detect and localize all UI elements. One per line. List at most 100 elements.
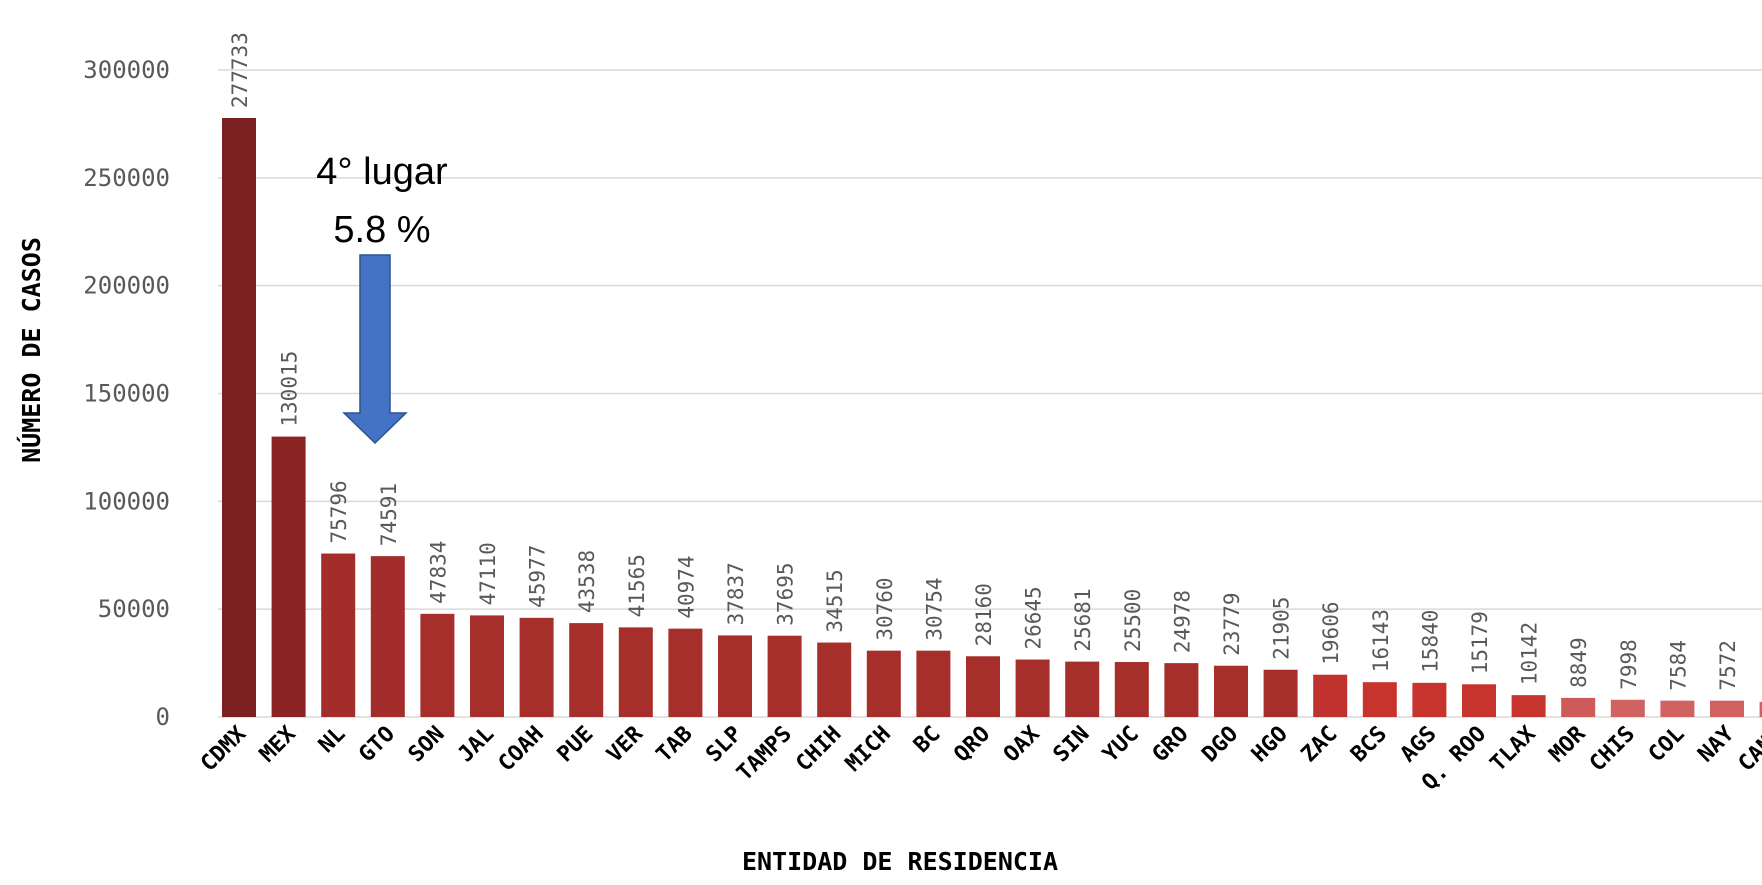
y-tick-label: 300000 — [83, 56, 170, 84]
x-tick-label: BCS — [1346, 722, 1392, 768]
data-label: 19606 — [1319, 601, 1343, 664]
data-labels: 277733 130015 75796 74591 47834 47110 45977 435… — [228, 32, 1740, 691]
x-tick-label: CAMP — [1734, 722, 1762, 777]
x-tick-label: MICH — [841, 722, 896, 777]
bar-bc — [916, 650, 951, 717]
data-label: 47834 — [426, 541, 450, 604]
data-label: 23779 — [1220, 592, 1244, 655]
annotation: 4° lugar 5.8 % — [316, 151, 448, 445]
bar-camp — [1759, 701, 1762, 717]
data-label: 47110 — [476, 542, 500, 605]
x-tick-label: BC — [909, 722, 945, 758]
bar-bcs — [1362, 682, 1397, 717]
x-tick-label: CHIS — [1585, 722, 1640, 777]
bar-col — [1660, 700, 1695, 717]
x-tick-label: DGO — [1197, 722, 1243, 768]
data-label: 45977 — [526, 545, 550, 608]
bar-zac — [1313, 674, 1348, 717]
y-tick-label: 0 — [156, 703, 170, 731]
x-tick-label: SON — [404, 722, 450, 768]
bar-yuc — [1114, 662, 1149, 717]
bars — [222, 118, 1762, 717]
bar-ags — [1412, 682, 1447, 717]
y-axis-title: NÚMERO DE CASOS — [16, 237, 46, 463]
y-tick-label: 100000 — [83, 487, 170, 515]
bar-mex — [271, 436, 306, 717]
bar-coah — [519, 617, 554, 717]
data-label: 43538 — [575, 550, 599, 613]
data-label: 30754 — [922, 577, 946, 640]
x-tick-label: ZAC — [1297, 722, 1343, 768]
x-axis-title: ENTIDAD DE RESIDENCIA — [742, 847, 1058, 876]
x-tick-label: MEX — [255, 722, 301, 768]
data-label: 75796 — [327, 480, 351, 543]
data-label: 28160 — [972, 583, 996, 646]
data-label: 37695 — [774, 562, 798, 625]
x-tick-label: NAY — [1693, 721, 1739, 767]
data-label: 24978 — [1170, 590, 1194, 653]
annotation-rank: 4° lugar — [316, 151, 448, 193]
gridlines — [218, 69, 1762, 718]
x-tick-label: CHIH — [791, 722, 846, 777]
x-tick-label: TAMPS — [732, 722, 797, 787]
data-label: 8849 — [1567, 637, 1591, 688]
x-tick-label: TLAX — [1486, 722, 1541, 777]
bar-mich — [866, 650, 901, 717]
bar-mor — [1561, 697, 1596, 717]
x-tick-label: NL — [314, 722, 350, 758]
x-tick-label: GTO — [354, 722, 400, 768]
x-tick-label: HGO — [1247, 722, 1293, 768]
data-label: 15840 — [1418, 610, 1442, 673]
data-label: 7572 — [1716, 640, 1740, 691]
x-tick-label: CDMX — [196, 722, 251, 777]
bar-qro — [966, 656, 1000, 717]
bar-cdmx — [222, 118, 256, 717]
bar-tlax — [1511, 695, 1546, 717]
data-label: 41565 — [625, 554, 649, 617]
data-label: 30760 — [873, 577, 897, 640]
y-axis-ticks: 0 50000 100000 150000 200000 250000 300000 — [83, 56, 170, 731]
data-label: 10142 — [1518, 622, 1542, 685]
bar-dgo — [1214, 665, 1248, 717]
x-tick-label: VER — [602, 721, 648, 767]
down-arrow-icon — [342, 254, 408, 445]
x-tick-label: GRO — [1148, 722, 1194, 768]
x-tick-label: PUE — [553, 722, 599, 768]
bar-chis — [1610, 699, 1645, 717]
data-label: 15179 — [1468, 611, 1492, 674]
bar-tamps — [767, 635, 802, 717]
data-label: 21905 — [1270, 597, 1294, 660]
data-label: 74591 — [377, 483, 401, 546]
bar-chih — [817, 642, 852, 717]
x-tick-label: OAX — [999, 722, 1045, 768]
y-tick-label: 150000 — [83, 380, 170, 408]
x-tick-label: YUC — [1098, 722, 1144, 768]
data-label: 130015 — [278, 351, 302, 427]
y-tick-label: 50000 — [98, 595, 170, 623]
x-tick-label: SIN — [1049, 722, 1095, 768]
bar-gto — [370, 556, 405, 717]
data-label: 25681 — [1071, 588, 1095, 651]
data-label: 40974 — [674, 555, 698, 618]
x-tick-label: JAL — [453, 722, 499, 768]
bar-q-roo — [1462, 684, 1496, 717]
data-label: 37837 — [724, 562, 748, 625]
bar-nl — [321, 553, 356, 717]
data-label: 34515 — [823, 569, 847, 632]
bar-tab — [668, 628, 703, 717]
bar-sin — [1065, 661, 1100, 717]
data-label: 7998 — [1617, 639, 1641, 690]
y-tick-label: 200000 — [83, 272, 170, 300]
bar-pue — [569, 623, 604, 717]
bar-son — [420, 613, 455, 717]
x-tick-label: TAB — [652, 722, 698, 768]
bar-slp — [718, 635, 752, 717]
x-tick-label: COAH — [494, 722, 549, 777]
x-tick-label: MOR — [1545, 721, 1591, 767]
annotation-percent: 5.8 % — [333, 209, 430, 251]
data-label: 25500 — [1121, 589, 1145, 652]
y-tick-label: 250000 — [83, 164, 170, 192]
bar-hgo — [1263, 669, 1298, 717]
